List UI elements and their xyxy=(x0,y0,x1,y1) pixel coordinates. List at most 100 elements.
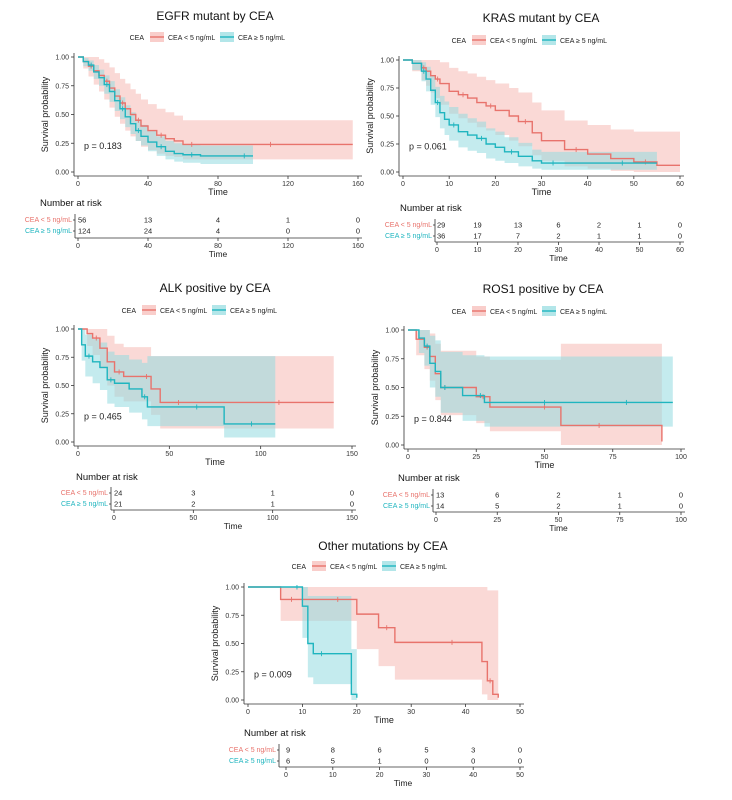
risk-count-high: 7 xyxy=(516,232,520,241)
risk-count-low: 19 xyxy=(473,221,481,230)
risk-count-high: 14 xyxy=(436,502,444,511)
risk-count-low: 0 xyxy=(350,489,354,498)
legend: CEA CEA < 5 ng/mL CEA ≥ 5 ng/mL xyxy=(452,35,607,45)
risk-count-high: 0 xyxy=(518,757,522,766)
risk-table-title: Number at risk xyxy=(244,728,306,739)
risk-count-high: 1 xyxy=(271,500,275,509)
risk-table: Number at risk CEA < 5 ng/mL CEA ≥ 5 ng/mL… xyxy=(385,203,684,263)
x-tick-label: 0 xyxy=(76,181,80,188)
axes: 0.00 0.25 0.50 0.75 1.00 0 25 50 75 100 Time Surviv… xyxy=(370,326,687,470)
risk-count-low: 9 xyxy=(286,746,290,755)
x-tick-label: 10 xyxy=(445,181,453,188)
risk-count-high: 1 xyxy=(597,232,601,241)
axes: 0.00 0.25 0.50 0.75 1.00 0 10 20 30 40 50 60 Time Sur… xyxy=(365,56,684,197)
risk-count-high: 0 xyxy=(424,757,428,766)
p-value: p = 0.009 xyxy=(254,669,292,679)
risk-count-low: 2 xyxy=(556,491,560,500)
risk-x-tick-label: 0 xyxy=(435,247,439,254)
risk-label-low: CEA < 5 ng/mL xyxy=(229,747,276,754)
risk-count-low: 0 xyxy=(518,746,522,755)
risk-label-high: CEA ≥ 5 ng/mL xyxy=(229,758,276,765)
risk-label-high: CEA ≥ 5 ng/mL xyxy=(25,228,72,235)
risk-count-low: 1 xyxy=(637,221,641,230)
x-tick-label: 20 xyxy=(491,181,499,188)
risk-x-tick-label: 160 xyxy=(352,243,364,250)
risk-count-high: 36 xyxy=(437,232,445,241)
y-tick-label: 0.75 xyxy=(380,86,394,93)
risk-count-high: 24 xyxy=(144,227,152,236)
risk-x-tick-label: 60 xyxy=(676,247,684,254)
x-tick-label: 50 xyxy=(516,709,524,716)
axes: 0.00 0.25 0.50 0.75 1.00 0 40 80 120 160 Time Survi… xyxy=(40,53,364,197)
y-tick-label: 0.50 xyxy=(225,641,239,648)
risk-label-low: CEA < 5 ng/mL xyxy=(385,222,432,229)
risk-label-high: CEA ≥ 5 ng/mL xyxy=(61,501,108,508)
risk-count-low: 13 xyxy=(436,491,444,500)
x-tick-label: 50 xyxy=(541,454,549,461)
plot-area xyxy=(78,56,353,164)
risk-count-high: 1 xyxy=(618,502,622,511)
risk-count-low: 24 xyxy=(114,489,122,498)
legend-label-low: CEA < 5 ng/mL xyxy=(490,309,537,316)
axes: 0.00 0.25 0.50 0.75 1.00 0 50 100 150 Time Surviva… xyxy=(40,325,358,467)
survival-curve-low xyxy=(403,59,680,166)
risk-table: Number at risk CEA < 5 ng/mL CEA ≥ 5 ng/mL… xyxy=(383,473,687,533)
x-axis-title: Time xyxy=(374,715,394,725)
x-axis-title: Time xyxy=(535,460,555,470)
risk-x-tick-label: 10 xyxy=(329,772,337,779)
survival-curve-high xyxy=(248,586,358,698)
survival-curve-low xyxy=(78,56,353,146)
y-axis-title: Survival probability xyxy=(40,347,50,423)
chart-title: Other mutations by CEA xyxy=(318,539,447,553)
ci-band-high xyxy=(248,587,357,700)
x-tick-label: 60 xyxy=(676,181,684,188)
risk-x-tick-label: 75 xyxy=(616,517,624,524)
legend-label-low: CEA < 5 ng/mL xyxy=(330,564,377,571)
survival-curve-high xyxy=(408,329,673,404)
risk-count-low: 6 xyxy=(378,746,382,755)
risk-table-title: Number at risk xyxy=(400,203,462,214)
risk-count-low: 29 xyxy=(437,221,445,230)
y-tick-label: 0.75 xyxy=(55,355,69,362)
risk-count-high: 0 xyxy=(350,500,354,509)
x-tick-label: 40 xyxy=(462,709,470,716)
x-tick-label: 0 xyxy=(246,709,250,716)
legend: CEA CEA < 5 ng/mL CEA ≥ 5 ng/mL xyxy=(122,305,277,315)
risk-table-title: Number at risk xyxy=(76,472,138,483)
risk-x-tick-label: 40 xyxy=(469,772,477,779)
y-tick-label: 0.75 xyxy=(385,356,399,363)
risk-x-axis-title: Time xyxy=(224,521,243,531)
x-tick-label: 160 xyxy=(352,181,364,188)
risk-count-low: 3 xyxy=(191,489,195,498)
risk-count-high: 2 xyxy=(556,232,560,241)
risk-x-tick-label: 20 xyxy=(514,247,522,254)
x-tick-label: 100 xyxy=(255,451,267,458)
risk-count-low: 0 xyxy=(356,216,360,225)
y-tick-label: 0.75 xyxy=(55,83,69,90)
km-panel-0: EGFR mutant by CEA CEA CEA < 5 ng/mL CEA ≥ … xyxy=(25,9,364,259)
km-panel-1: KRAS mutant by CEA CEA CEA < 5 ng/mL CEA ≥ … xyxy=(365,11,684,263)
risk-table-title: Number at risk xyxy=(40,198,102,209)
legend-label-high: CEA ≥ 5 ng/mL xyxy=(560,38,607,45)
risk-count-high: 5 xyxy=(331,757,335,766)
p-value: p = 0.061 xyxy=(409,142,447,152)
y-tick-label: 1.00 xyxy=(55,327,69,334)
y-tick-label: 0.50 xyxy=(55,383,69,390)
p-value: p = 0.844 xyxy=(414,414,452,424)
x-tick-label: 0 xyxy=(76,451,80,458)
risk-x-tick-label: 120 xyxy=(282,243,294,250)
x-tick-label: 0 xyxy=(401,181,405,188)
y-tick-label: 0.50 xyxy=(55,112,69,119)
risk-count-low: 1 xyxy=(271,489,275,498)
y-tick-label: 1.00 xyxy=(225,585,239,592)
risk-count-high: 4 xyxy=(216,227,220,236)
risk-x-tick-label: 30 xyxy=(423,772,431,779)
survival-curve-high xyxy=(78,56,253,157)
risk-count-low: 13 xyxy=(144,216,152,225)
y-axis-title: Survival probability xyxy=(370,349,380,425)
y-tick-label: 0.00 xyxy=(380,170,394,177)
risk-table: Number at risk CEA < 5 ng/mL CEA ≥ 5 ng/mL… xyxy=(61,472,358,531)
y-tick-label: 0.25 xyxy=(55,141,69,148)
legend-title: CEA xyxy=(452,38,467,45)
